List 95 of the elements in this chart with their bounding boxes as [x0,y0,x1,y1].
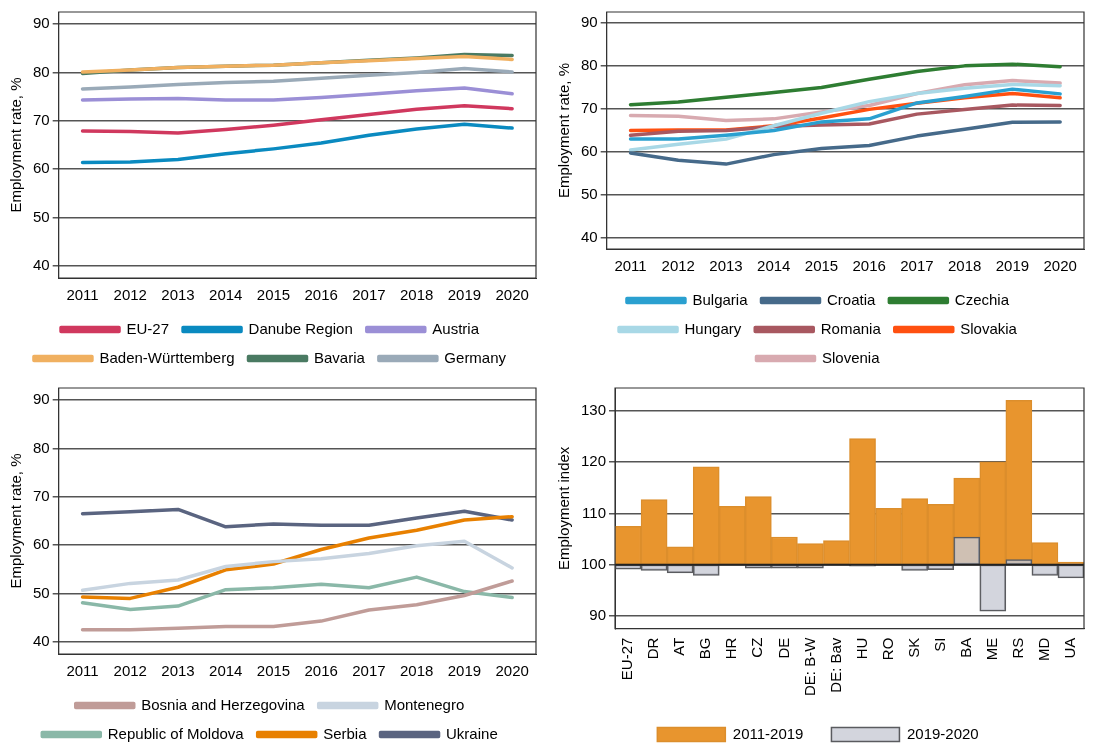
y-axis-title: Employment rate, % [555,62,573,199]
legend-label: 2011-2019 [732,724,804,742]
y-tick-label: 70 [33,110,50,128]
x-tick-label: MD [1035,637,1053,661]
legend-label: Czechia [954,290,1010,308]
y-tick-label: 40 [581,228,598,246]
x-tick-label: 2014 [209,286,243,304]
legend-label: Danube Region [248,319,353,337]
y-tick-label: 90 [33,390,50,408]
x-tick-label: ME [982,637,1000,661]
x-tick-label: 2015 [804,257,839,275]
x-tick-label: 2012 [661,257,695,275]
x-tick-label: 2015 [256,286,291,304]
legend-label: Ukraine [446,724,498,742]
legend-label: Croatia [826,290,877,308]
x-tick-label: 2011 [66,662,99,680]
x-tick-label: 2018 [399,662,434,680]
x-tick-label: 2015 [256,662,291,680]
y-tick-label: 80 [33,438,50,456]
x-tick-label: BA [956,637,974,658]
legend-label: EU-27 [126,319,170,337]
y-tick-label: 100 [581,554,607,572]
x-tick-label: DR [644,637,662,660]
x-tick-label: 2016 [304,662,338,680]
y-tick-label: 70 [581,99,598,117]
y-tick-label: 50 [33,207,50,225]
y-tick-label: 70 [33,486,50,504]
x-tick-label: 2013 [709,257,743,275]
x-tick-label: 2012 [113,662,147,680]
legend-label: 2019-2020 [906,724,979,742]
legend-label: Germany [444,348,507,366]
x-tick-label: 2019 [995,257,1030,275]
y-tick-label: 50 [581,185,598,203]
x-tick-label: 2019 [447,662,482,680]
y-axis-title: Employment rate, % [7,453,25,589]
legend-label: Republic of Moldova [107,724,245,742]
x-tick-label: 2011 [614,257,647,275]
x-tick-label: 2012 [113,286,147,304]
x-tick-label: DE: Bav [826,637,844,693]
legend-label: Bulgaria [692,290,749,308]
y-tick-label: 80 [581,56,598,73]
legend-label: Serbia [323,724,368,742]
x-tick-label: 2019 [447,286,482,304]
x-tick-label: 2017 [352,662,386,680]
x-tick-label: SK [904,637,922,658]
x-tick-label: UA [1061,637,1079,659]
x-tick-label: DE: B-W [800,636,818,697]
x-tick-label: 2018 [947,257,982,275]
x-tick-label: 2017 [900,257,934,275]
x-tick-label: SI [930,637,948,652]
x-tick-label: 2013 [161,286,195,304]
y-tick-label: 90 [589,606,607,624]
y-tick-label: 90 [33,14,50,32]
legend-label: Baden-Württemberg [99,348,235,366]
y-tick-label: 40 [33,256,50,274]
legend-label: Bavaria [314,348,366,366]
x-tick-label: 2011 [66,286,99,304]
y-tick-label: 80 [33,62,50,80]
y-tick-label: 60 [33,535,50,553]
x-tick-label: EU-27 [618,637,636,681]
y-tick-label: 50 [33,583,50,601]
legend-label: Romania [820,319,882,337]
x-tick-label: 2016 [304,286,338,304]
x-tick-label: 2020 [1043,257,1077,275]
y-tick-label: 110 [582,503,607,521]
x-tick-label: 2020 [495,286,529,304]
x-tick-label: CZ [748,637,766,658]
y-tick-label: 130 [581,401,607,419]
x-tick-label: 2013 [161,662,195,680]
x-tick-label: 2016 [852,257,886,275]
y-tick-label: 60 [581,142,598,160]
y-tick-label: 120 [581,452,607,470]
x-tick-label: RO [878,637,896,661]
legend-label: Slovenia [821,348,881,366]
legend-label: Montenegro [384,695,465,713]
x-tick-label: HU [852,637,870,660]
legend-label: Hungary [684,319,742,337]
legend-label: Bosnia and Herzegovina [141,695,306,713]
y-tick-label: 90 [581,12,598,30]
x-tick-label: DE [774,637,792,659]
legend-label: Austria [432,319,480,337]
x-tick-label: AT [670,637,688,656]
x-tick-label: 2018 [399,286,434,304]
x-tick-label: RS [1009,637,1027,659]
y-axis-title: Employment index [555,446,573,571]
x-tick-label: HR [722,637,740,660]
x-tick-label: 2020 [495,662,529,680]
y-axis-title: Employment rate, % [7,77,25,213]
x-tick-label: 2017 [352,286,386,304]
x-tick-label: 2014 [209,662,243,680]
x-tick-label: 2014 [757,257,791,275]
y-tick-label: 60 [33,159,50,177]
x-tick-label: BG [696,637,714,660]
y-tick-label: 40 [33,632,50,650]
legend-label: Slovakia [960,319,1018,337]
